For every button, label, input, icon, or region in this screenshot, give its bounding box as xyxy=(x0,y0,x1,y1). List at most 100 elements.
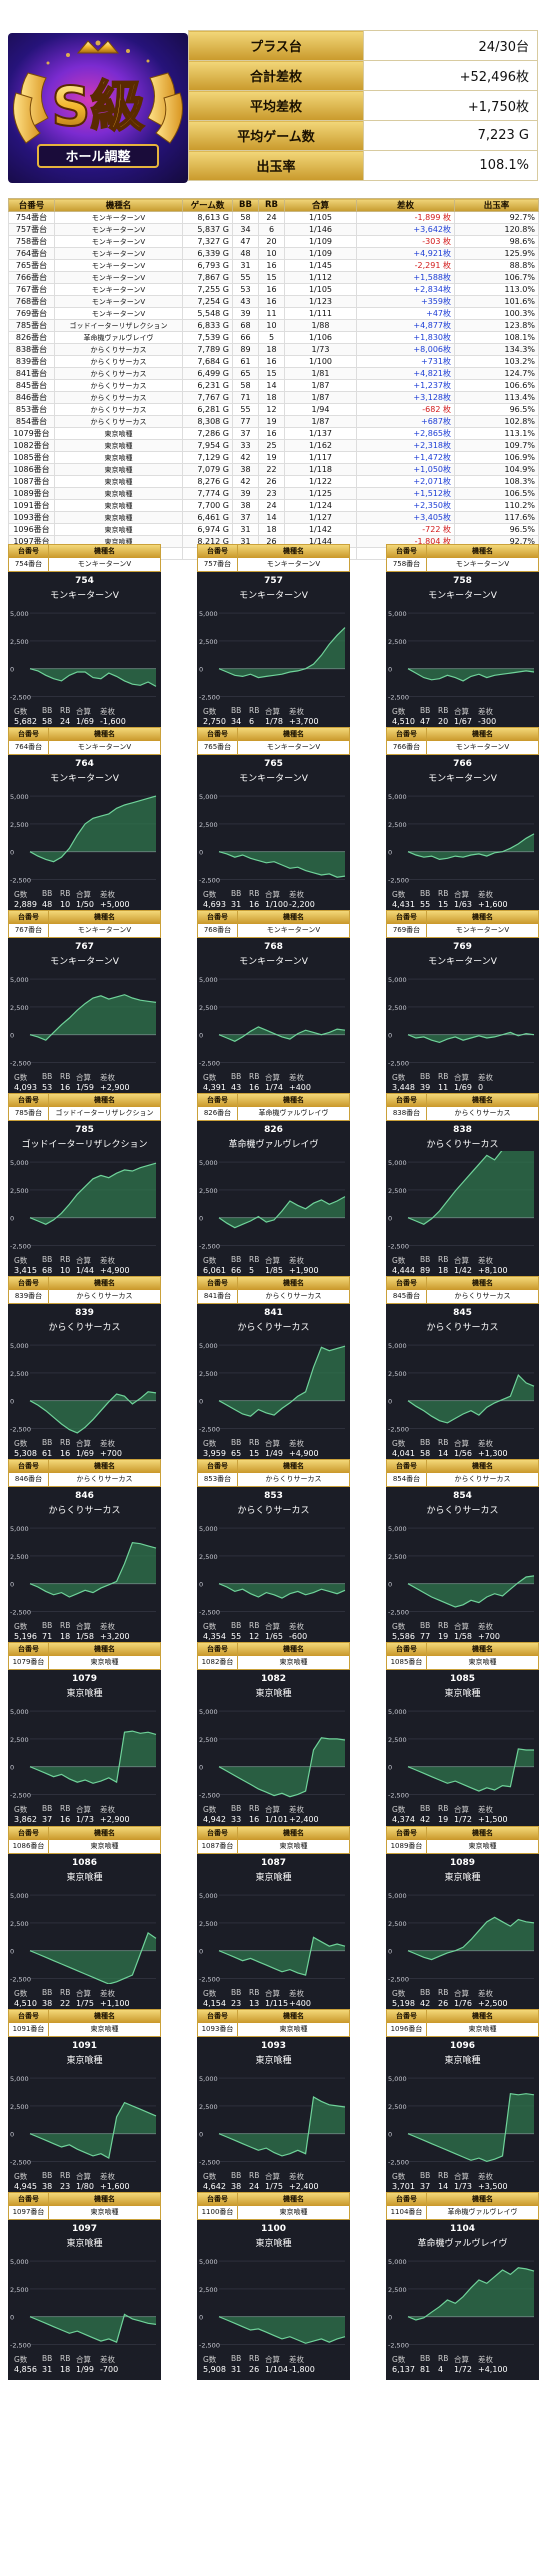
graph-machine-number: 846 xyxy=(75,1491,94,1501)
stat-label: 合算 xyxy=(76,890,91,899)
summary-value: 24/30台 xyxy=(363,30,538,61)
machine-card[interactable]: 台番号 767番台 機種名 モンキーターンV 767 モンキーターンV 5,000 2,500… xyxy=(8,910,161,1098)
card-machine-label: 機種名 xyxy=(238,911,349,924)
machine-card[interactable]: 台番号 846番台 機種名 からくりサーカス 846 からくりサーカス 5,000 2,500… xyxy=(8,1459,161,1647)
slump-graph: 5,000 2,500 0 -2,500 xyxy=(199,1159,346,1250)
stat-label: BB xyxy=(231,1072,242,1081)
machine-card[interactable]: 台番号 826番台 機種名 革命機ヴァルヴレイヴ 826 革命機ヴァルヴレイヴ 5,000 2… xyxy=(197,1093,350,1281)
machine-card[interactable]: 台番号 768番台 機種名 モンキーターンV 768 モンキーターンV 5,000 2,500… xyxy=(197,910,350,1098)
graph-machine-number: 839 xyxy=(75,1308,94,1318)
cell-nolabel: 841番台 xyxy=(8,367,55,380)
y-tick-label: 5,000 xyxy=(199,2258,218,2266)
graph-machine-name: 東京喰種 xyxy=(66,2056,103,2066)
stat-label: RB xyxy=(249,2354,260,2363)
machine-card[interactable]: 台番号 765番台 機種名 モンキーターンV 765 モンキーターンV 5,000 2,500… xyxy=(197,727,350,915)
y-tick-label: 5,000 xyxy=(388,2258,407,2266)
table-row: 1093番台 東京喰種 6,461 G 37 14 1/127 +3,405枚 117.6% xyxy=(8,511,539,524)
machine-card[interactable]: 台番号 769番台 機種名 モンキーターンV 769 モンキーターンV 5,000 2,500… xyxy=(386,910,539,1098)
slump-line xyxy=(29,1162,157,1225)
machine-card[interactable]: 台番号 1089番台 機種名 東京喰種 1089 東京喰種 5,000 2,500 0 -2,50… xyxy=(386,1826,539,2014)
machine-card[interactable]: 台番号 845番台 機種名 からくりサーカス 845 からくりサーカス 5,000 2,500… xyxy=(386,1276,539,1464)
cell-rb: 18 xyxy=(258,391,285,404)
stat-label: BB xyxy=(420,889,431,898)
machine-card[interactable]: 台番号 1082番台 機種名 東京喰種 1082 東京喰種 5,000 2,500 0 -2,50… xyxy=(197,1642,350,1830)
machine-card[interactable]: 台番号 1097番台 機種名 東京喰種 1097 東京喰種 5,000 2,500 0 -2,50… xyxy=(8,2192,161,2380)
table-row: 854番台 からくりサーカス 8,308 G 77 19 1/87 +687枚 102.8% xyxy=(8,415,539,428)
card-machine-column: 機種名 モンキーターンV xyxy=(49,728,160,754)
slump-area xyxy=(219,1937,345,1976)
card-machine-column: 機種名 モンキーターンV xyxy=(427,545,538,571)
y-tick-label: 5,000 xyxy=(388,976,407,984)
machine-card[interactable]: 台番号 785番台 機種名 ゴッドイーターリザレクション 785 ゴッドイーターリザレクシ… xyxy=(8,1093,161,1281)
machine-card[interactable]: 台番号 1086番台 機種名 東京喰種 1086 東京喰種 5,000 2,500 0 -2,50… xyxy=(8,1826,161,2014)
y-tick-label: 2,500 xyxy=(388,2286,407,2294)
graph-panel: 1097 東京喰種 5,000 2,500 0 -2,500 G数 4,856 BB 31 RB 18… xyxy=(8,2220,161,2380)
stats-row: G数 4,642 BB 38 RB 24 合算 1/75 差枚 +2,400 xyxy=(197,2171,350,2195)
card-machine-column: 機種名 東京喰種 xyxy=(49,1643,160,1669)
cell-bb: 33 xyxy=(232,439,259,452)
cell-gousan: 1/145 xyxy=(284,259,357,272)
machine-card[interactable]: 台番号 841番台 機種名 からくりサーカス 841 からくりサーカス 5,000 2,500… xyxy=(197,1276,350,1464)
cell-games: 6,499 G xyxy=(182,367,233,380)
machine-card[interactable]: 台番号 1100番台 機種名 東京喰種 1100 東京喰種 5,000 2,500 0 -2,50… xyxy=(197,2192,350,2380)
machine-card[interactable]: 台番号 757番台 機種名 モンキーターンV 757 モンキーターンV 5,000 2,500… xyxy=(197,544,350,732)
machine-card[interactable]: 台番号 766番台 機種名 モンキーターンV 766 モンキーターンV 5,000 2,500… xyxy=(386,727,539,915)
slump-graph: 5,000 2,500 0 -2,500 xyxy=(10,2075,157,2166)
machine-card[interactable]: 台番号 1079番台 機種名 東京喰種 1079 東京喰種 5,000 2,500 0 -2,50… xyxy=(8,1642,161,1830)
stat-label: BB xyxy=(420,1621,431,1630)
card-header: 台番号 839番台 機種名 からくりサーカス xyxy=(8,1276,161,1304)
y-tick-label: 0 xyxy=(199,2131,203,2139)
machine-card[interactable]: 台番号 764番台 機種名 モンキーターンV 764 モンキーターンV 5,000 2,500… xyxy=(8,727,161,915)
card-no-value: 1091番台 xyxy=(9,2023,48,2036)
card-machine-value: からくりサーカス xyxy=(49,1290,160,1303)
machine-card[interactable]: 台番号 1104番台 機種名 革命機ヴァルヴレイヴ 1104 革命機ヴァルヴレイヴ 5,00… xyxy=(386,2192,539,2380)
stat-value: +4,100 xyxy=(478,2365,508,2374)
machine-card[interactable]: 台番号 1093番台 機種名 東京喰種 1093 東京喰種 5,000 2,500 0 -2,50… xyxy=(197,2009,350,2197)
cell-rate: 124.7% xyxy=(454,367,539,380)
graph-machine-number: 826 xyxy=(264,1125,283,1135)
card-machine-value: モンキーターンV xyxy=(49,558,160,571)
graph-machine-number: 757 xyxy=(264,576,283,586)
stat-label: G数 xyxy=(203,890,217,899)
machine-card[interactable]: 台番号 1091番台 機種名 東京喰種 1091 東京喰種 5,000 2,500 0 -2,50… xyxy=(8,2009,161,2197)
machine-card[interactable]: 台番号 754番台 機種名 モンキーターンV 754 モンキーターンV 5,000 2,500… xyxy=(8,544,161,732)
machine-card[interactable]: 台番号 854番台 機種名 からくりサーカス 854 からくりサーカス 5,000 2,500… xyxy=(386,1459,539,1647)
machine-card[interactable]: 台番号 853番台 機種名 からくりサーカス 853 からくりサーカス 5,000 2,500… xyxy=(197,1459,350,1647)
stat-value: 38 xyxy=(42,2182,53,2191)
graph-machine-name: 革命機ヴァルヴレイヴ xyxy=(228,1140,319,1150)
stat-value: +4,900 xyxy=(289,1449,319,1458)
stat-label: BB xyxy=(420,706,431,715)
stat-value: 3,415 xyxy=(14,1266,37,1275)
stat-label: RB xyxy=(438,889,449,898)
column-header: RB xyxy=(258,198,285,212)
card-machine-label: 機種名 xyxy=(427,1460,538,1473)
y-tick-label: 5,000 xyxy=(199,1342,218,1350)
cell-diff: -2,291 枚 xyxy=(356,259,455,272)
slump-graph: 5,000 2,500 0 -2,500 xyxy=(199,1342,346,1433)
stats-row: G数 5,308 BB 61 RB 16 合算 1/69 差枚 +700 xyxy=(8,1438,161,1462)
stat-label: RB xyxy=(60,1438,71,1447)
cell-rate: 134.3% xyxy=(454,343,539,356)
machine-card[interactable]: 台番号 758番台 機種名 モンキーターンV 758 モンキーターンV 5,000 2,500… xyxy=(386,544,539,732)
y-tick-label: 0 xyxy=(199,2314,203,2322)
y-tick-label: 2,500 xyxy=(388,1187,407,1195)
machine-card[interactable]: 台番号 838番台 機種名 からくりサーカス 838 からくりサーカス 5,000 2,500… xyxy=(386,1093,539,1281)
machine-card[interactable]: 台番号 1096番台 機種名 東京喰種 1096 東京喰種 5,000 2,500 0 -2,50… xyxy=(386,2009,539,2197)
cell-gousan: 1/118 xyxy=(284,463,357,476)
y-tick-label: 2,500 xyxy=(199,1004,218,1012)
stats-row: G数 5,908 BB 31 RB 26 合算 1/104 差枚 -1,800 xyxy=(197,2354,350,2378)
card-machine-column: 機種名 からくりサーカス xyxy=(49,1277,160,1303)
card-header: 台番号 1096番台 機種名 東京喰種 xyxy=(386,2009,539,2037)
machine-card[interactable]: 台番号 1087番台 機種名 東京喰種 1087 東京喰種 5,000 2,500 0 -2,50… xyxy=(197,1826,350,2014)
cell-bb: 39 xyxy=(232,307,259,320)
card-no-value: 1104番台 xyxy=(387,2206,426,2219)
y-tick-label: 0 xyxy=(388,1581,392,1589)
machine-card[interactable]: 台番号 1085番台 機種名 東京喰種 1085 東京喰種 5,000 2,500 0 -2,50… xyxy=(386,1642,539,1830)
table-header-row: 台番号 機種名 ゲーム数 BB RB 合算 差枚 出玉率 xyxy=(8,198,539,212)
slump-graph: 5,000 2,500 0 -2,500 xyxy=(388,1892,535,1983)
machine-card[interactable]: 台番号 839番台 機種名 からくりサーカス 839 からくりサーカス 5,000 2,500… xyxy=(8,1276,161,1464)
stat-value: 77 xyxy=(420,1632,431,1641)
cell-rate: 110.2% xyxy=(454,499,539,512)
cell-diff: +2,834枚 xyxy=(356,283,455,296)
cell-rb: 16 xyxy=(258,259,285,272)
